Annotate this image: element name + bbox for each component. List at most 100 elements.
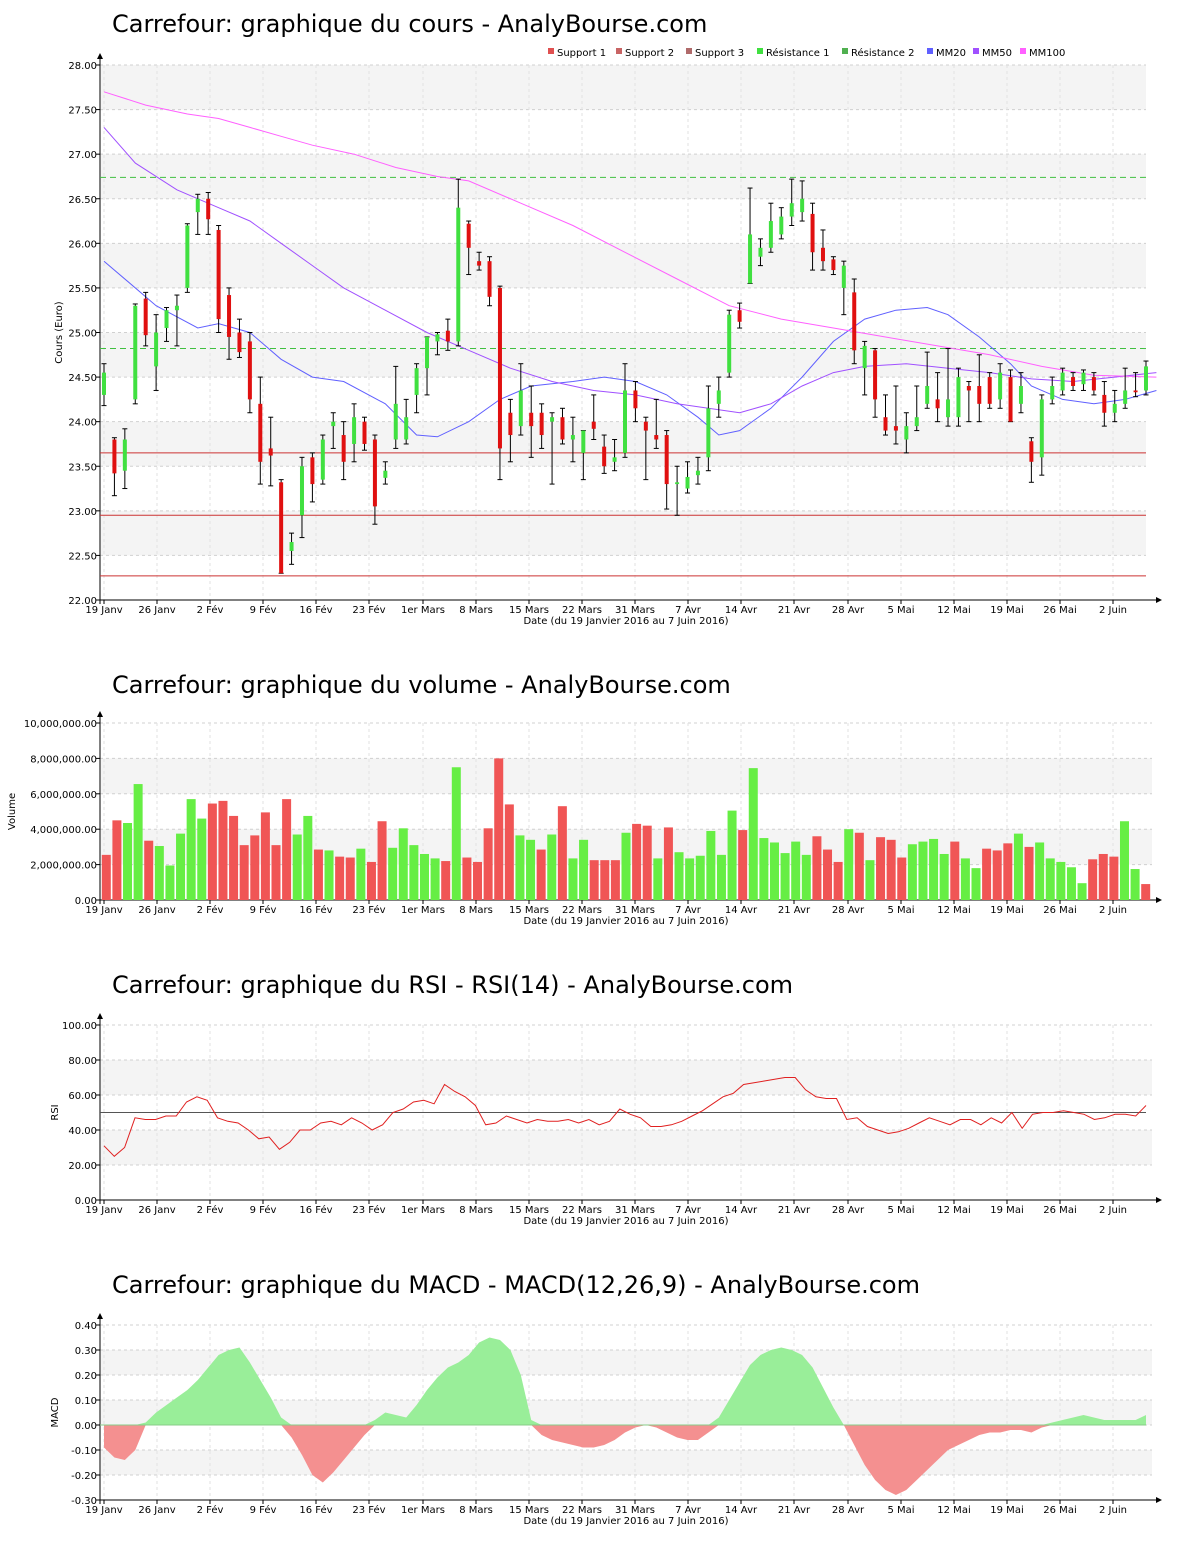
price-x-tick-label: 12 Mai (937, 605, 970, 616)
volume-bar (494, 758, 504, 900)
candle-down (977, 386, 982, 404)
volume-x-tick-label: 16 Fév (299, 904, 332, 916)
candle-up (623, 390, 627, 453)
volume-bar (1056, 861, 1066, 900)
volume-bar (1077, 883, 1087, 900)
volume-bar (229, 815, 239, 900)
candle-down (497, 287, 502, 449)
legend-label: MM50 (982, 48, 1012, 59)
candle-down (654, 435, 659, 440)
candle-down (1071, 377, 1076, 386)
volume-bar (579, 839, 589, 900)
volume-bar (324, 850, 334, 900)
candle-up (185, 225, 190, 288)
price-grid-band (101, 510, 1146, 556)
candle-down (852, 292, 857, 351)
price-chart-title: Carrefour: graphique du cours - AnalyBou… (112, 10, 708, 38)
volume-bar (356, 848, 366, 900)
candle-down (1133, 390, 1138, 393)
macd-x-tick-label: 5 Mai (887, 1505, 914, 1516)
volume-x-tick-label: 14 Avr (725, 905, 758, 916)
volume-bar (929, 838, 939, 900)
candle-down (247, 341, 252, 400)
rsi-y-tick-label: 80.00 (68, 1056, 97, 1067)
candle-down (591, 421, 596, 429)
candle-down (1102, 394, 1107, 413)
volume-bar (621, 832, 631, 900)
candle-up (289, 542, 294, 551)
volume-bar (112, 820, 122, 900)
volume-bar (345, 857, 355, 900)
candle-up (1060, 372, 1065, 391)
candle-up (102, 372, 106, 395)
legend-label: Résistance 2 (851, 47, 914, 59)
macd-y-axis-arrow (97, 1313, 103, 1319)
candle-up (862, 345, 867, 369)
legend-label: MM20 (936, 48, 966, 59)
rsi-x-tick-label: 19 Mai (990, 1205, 1023, 1216)
macd-x-tick-label: 14 Avr (725, 1505, 758, 1516)
candle-down (560, 417, 565, 440)
candle-down (529, 412, 534, 427)
legend-label: MM100 (1029, 48, 1065, 59)
price-x-tick-label: 2 Fév (197, 604, 224, 616)
volume-bar (685, 858, 695, 900)
candle-up (1112, 403, 1117, 413)
candle-up (675, 482, 680, 485)
volume-bar (260, 812, 270, 900)
candle-down (445, 330, 450, 342)
volume-x-tick-label: 19 Janv (85, 905, 122, 916)
candle-up (122, 439, 127, 471)
volume-x-tick-label: 5 Mai (887, 905, 914, 916)
volume-bar (971, 868, 981, 900)
volume-y-tick-label: 0.00 (75, 896, 97, 907)
volume-bar (632, 823, 642, 900)
legend-swatch (1020, 48, 1026, 54)
volume-bar (388, 847, 398, 900)
rsi-x-tick-label: 21 Avr (778, 1205, 811, 1216)
volume-bar (547, 834, 557, 900)
volume-bar (366, 861, 376, 900)
candle-down (1008, 377, 1013, 422)
candle-up (706, 408, 711, 458)
volume-bar (1109, 856, 1119, 900)
macd-x-axis-label: Date (du 19 Janvier 2016 au 7 Juin 2016) (523, 1516, 728, 1527)
volume-bar (589, 860, 599, 900)
candle-up (414, 368, 419, 395)
macd-x-tick-label: 28 Avr (832, 1505, 865, 1516)
price-grid-band (101, 243, 1146, 288)
candle-up (925, 386, 930, 404)
volume-bar (823, 849, 833, 900)
volume-bar (716, 854, 726, 900)
volume-bar (462, 857, 472, 900)
volume-bar (992, 850, 1002, 900)
candle-up (612, 457, 617, 462)
rsi-y-axis-label: RSI (50, 1104, 61, 1120)
volume-bar (1130, 869, 1140, 900)
volume-bar (844, 829, 854, 900)
volume-bar (239, 845, 249, 900)
candle-up (1123, 390, 1128, 404)
volume-bar (419, 853, 429, 900)
price-x-tick-label: 28 Avr (832, 605, 865, 616)
candle-up (195, 198, 200, 213)
price-y-tick-label: 26.50 (68, 195, 97, 206)
price-y-tick-label: 23.00 (68, 507, 97, 518)
candle-down (1091, 377, 1096, 391)
candle-down (487, 261, 492, 297)
volume-bar (918, 841, 928, 900)
candle-down (216, 229, 221, 320)
volume-bar (876, 837, 886, 900)
rsi-grid-band (101, 1130, 1152, 1165)
price-y-tick-label: 22.50 (68, 551, 97, 562)
volume-bar (483, 828, 493, 900)
candle-down (820, 247, 825, 262)
volume-x-tick-label: 2 Juin (1099, 905, 1127, 916)
volume-bar (759, 838, 769, 900)
candle-up (393, 403, 398, 440)
legend-swatch (927, 48, 933, 54)
volume-y-tick-label: 6,000,000.00 (30, 790, 97, 801)
volume-bar (186, 799, 196, 900)
macd-x-tick-label: 12 Mai (937, 1505, 970, 1516)
